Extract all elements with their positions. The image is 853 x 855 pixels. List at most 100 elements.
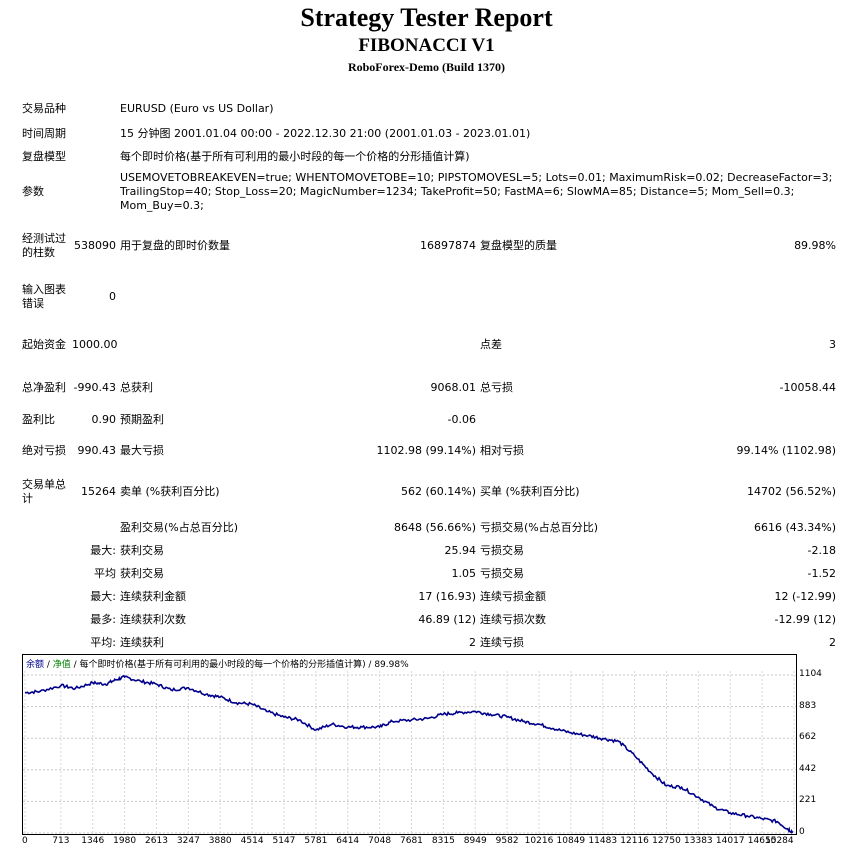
maxcons-losses-value: 12 (-12.99) <box>774 589 837 603</box>
row-symbol: 交易品种 EURUSD (Euro vs US Dollar) <box>20 95 838 122</box>
maxloss-value: -12.99 (12) <box>774 612 837 626</box>
params-value: USEMOVETOBREAKEVEN=true; WHENTOMOVETOBE=… <box>118 168 838 216</box>
x-tick-label: 12750 <box>652 836 681 846</box>
chart-caption: 余额 / 净值 / 每个即时价格(基于所有可利用的最小时段的每一个价格的分形插值… <box>26 657 409 670</box>
x-tick-label: 14017 <box>715 836 745 846</box>
x-tick-label: 3247 <box>176 836 200 846</box>
caption-rest: / 每个即时价格(基于所有可利用的最小时段的每一个价格的分形插值计算) / 89… <box>70 660 409 670</box>
params-line-2: TrailingStop=40; Stop_Loss=20; MagicNumb… <box>120 185 795 198</box>
maxcons-losses-label: 连续亏损金额 <box>480 589 546 603</box>
x-tick-label: 8949 <box>463 836 487 846</box>
gross-profit-label: 总获利 <box>120 381 153 394</box>
report-table: 交易品种 EURUSD (Euro vs US Dollar) 时间周期 15 … <box>20 95 838 654</box>
broker-build: RoboForex-Demo (Build 1370) <box>347 60 506 74</box>
params-line-3: Mom_Buy=0.3; <box>120 199 204 212</box>
loss-trades-label: 亏损交易(%占总百分比) <box>480 520 599 534</box>
row-deposit: 起始资金 1000.00 点差 3 <box>20 319 838 371</box>
avgcons-losses-value: 2 <box>829 635 837 649</box>
period-label: 时间周期 <box>22 126 66 140</box>
avg-prefix: 平均 <box>94 566 116 580</box>
bars-value: 538090 <box>74 238 116 252</box>
row-profit-trades: 盈利交易(%占总百分比) 8648 (56.66%) 亏损交易(%占总百分比) … <box>20 516 838 539</box>
x-tick-label: 12116 <box>620 836 649 846</box>
row-drawdown: 绝对亏损 990.43 最大亏损 1102.98 (99.14%) 相对亏损 9… <box>20 434 838 468</box>
row-avg-consecutive: 平均: 连续获利 2 连续亏损 2 <box>20 631 838 654</box>
row-model: 复盘模型 每个即时价格(基于所有可利用的最小时段的每一个价格的分形插值计算) <box>20 145 838 168</box>
total-trades-value: 15264 <box>81 485 116 498</box>
balance-chart: 余额 / 净值 / 每个即时价格(基于所有可利用的最小时段的每一个价格的分形插值… <box>22 654 797 835</box>
expected-label: 预期盈利 <box>120 412 164 426</box>
rel-dd-label: 相对亏损 <box>480 444 524 457</box>
row-max-profit: 最多: 连续获利次数 46.89 (12) 连续亏损次数 -12.99 (12) <box>20 608 838 631</box>
x-tick-label: 7048 <box>368 836 392 846</box>
model-label: 复盘模型 <box>22 149 66 163</box>
symbol-label: 交易品种 <box>22 101 66 115</box>
x-tick-label: 7681 <box>400 836 423 846</box>
long-value: 14702 (56.52%) <box>747 485 837 498</box>
x-tick-label: 2613 <box>145 836 168 846</box>
maxloss-label: 连续亏损次数 <box>480 612 546 626</box>
row-largest: 最大: 获利交易 25.94 亏损交易 -2.18 <box>20 539 838 562</box>
x-tick-label: 3880 <box>208 836 232 846</box>
largest-profit-label: 获利交易 <box>120 543 164 557</box>
x-tick-label: 11483 <box>588 836 618 846</box>
maxprofit-label: 连续获利次数 <box>120 612 186 626</box>
row-errors: 输入图表错误 0 <box>20 275 838 319</box>
abs-dd-label: 绝对亏损 <box>22 444 66 457</box>
x-tick-label: 6414 <box>336 836 360 846</box>
x-tick-label: 14650 <box>747 836 777 846</box>
deposit-label: 起始资金 <box>22 338 66 351</box>
avgcons-wins-value: 2 <box>469 635 476 649</box>
expected-value: -0.06 <box>447 412 476 426</box>
row-total-trades: 交易单总计 15264 卖单 (%获利百分比) 562 (60.14%) 买单 … <box>20 468 838 516</box>
model-value: 每个即时价格(基于所有可利用的最小时段的每一个价格的分形插值计算) <box>120 149 470 163</box>
quality-value: 89.98% <box>794 238 837 252</box>
ticks-label: 用于复盘的即时价数量 <box>120 238 230 252</box>
maxcons-wins-value: 17 (16.93) <box>418 589 476 603</box>
x-tick-label: 8315 <box>431 836 455 846</box>
expert-name: FIBONACCI V1 <box>358 35 495 56</box>
x-tick-label: 4514 <box>240 836 264 846</box>
net-label: 总净盈利 <box>22 381 66 394</box>
avg-profit-label: 获利交易 <box>120 566 164 580</box>
abs-dd-value: 990.43 <box>77 444 117 457</box>
largest-loss-value: -2.18 <box>807 543 837 557</box>
largest-loss-label: 亏损交易 <box>480 543 524 557</box>
caption-equity: 净值 <box>52 660 71 670</box>
maxcons-wins-label: 连续获利金额 <box>120 589 186 603</box>
row-profit-factor: 盈利比 0.90 预期盈利 -0.06 <box>20 405 838 434</box>
x-tick-label: 10849 <box>556 836 586 846</box>
x-tick-label: 13383 <box>684 836 713 846</box>
balance-chart-svg <box>23 671 796 834</box>
spread-value: 3 <box>829 338 837 351</box>
row-params: 参数 USEMOVETOBREAKEVEN=true; WHENTOMOVETO… <box>20 168 838 216</box>
x-tick-label: 1980 <box>113 836 137 846</box>
x-tick-label: 5781 <box>304 836 328 846</box>
report-title: Strategy Tester Report <box>300 3 553 32</box>
errors-value: 0 <box>109 290 116 303</box>
x-tick-label: 5147 <box>272 836 296 846</box>
profit-trades-value: 8648 (56.66%) <box>393 520 476 534</box>
y-tick-label: 221 <box>799 795 817 806</box>
rel-dd-value: 99.14% (1102.98) <box>736 444 837 457</box>
period-value: 15 分钟图 2001.01.04 00:00 - 2022.12.30 21:… <box>120 126 531 140</box>
avgcons-wins-label: 连续获利 <box>120 635 164 649</box>
caption-sep: / <box>44 660 53 670</box>
symbol-value: EURUSD (Euro vs US Dollar) <box>120 101 274 115</box>
deposit-value: 1000.00 <box>72 338 118 351</box>
max-dd-label: 最大亏损 <box>120 444 164 457</box>
x-tick-label: 1346 <box>81 836 105 846</box>
errors-label: 输入图表错误 <box>22 283 66 310</box>
pf-value: 0.90 <box>91 412 117 426</box>
largest-profit-value: 25.94 <box>444 543 477 557</box>
maxcons-prefix: 最大: <box>90 589 116 603</box>
short-label: 卖单 (%获利百分比) <box>120 485 220 498</box>
avg-loss-value: -1.52 <box>807 566 837 580</box>
x-tick-label: 9582 <box>495 836 519 846</box>
largest-prefix: 最大: <box>90 543 116 557</box>
ticks-value: 16897874 <box>420 238 476 252</box>
y-tick-label: 662 <box>799 732 817 743</box>
row-average: 平均 获利交易 1.05 亏损交易 -1.52 <box>20 562 838 585</box>
pf-label: 盈利比 <box>22 412 55 426</box>
long-label: 买单 (%获利百分比) <box>480 485 580 498</box>
